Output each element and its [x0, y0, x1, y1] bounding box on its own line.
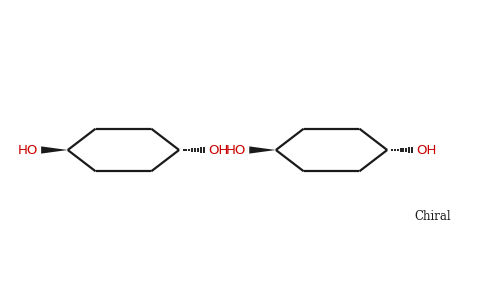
Polygon shape	[41, 146, 68, 154]
Polygon shape	[249, 146, 276, 154]
Text: HO: HO	[226, 143, 246, 157]
Text: OH: OH	[417, 143, 437, 157]
Text: HO: HO	[18, 143, 38, 157]
Text: Chiral: Chiral	[415, 209, 452, 223]
Text: OH: OH	[209, 143, 229, 157]
